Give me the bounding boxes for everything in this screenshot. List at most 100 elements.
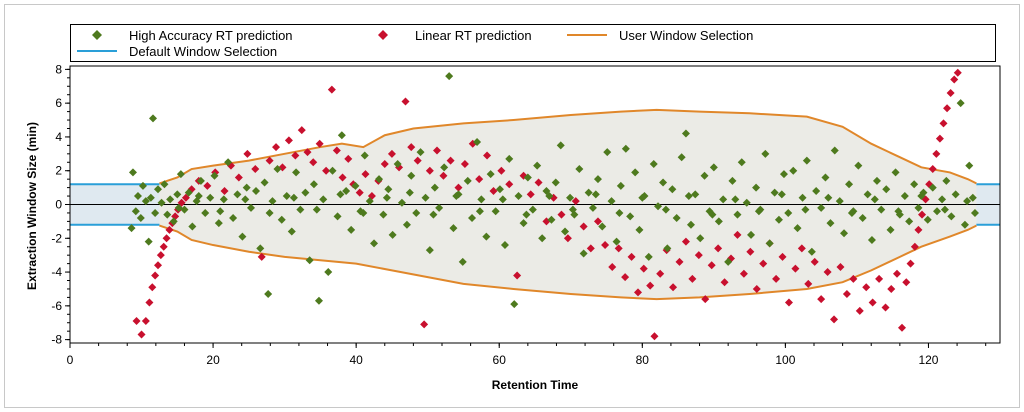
linear-rt-point [251, 165, 260, 174]
high-accuracy-rt-point [938, 195, 947, 204]
high-accuracy-rt-point [963, 197, 972, 206]
high-accuracy-rt-point [802, 156, 811, 165]
high-accuracy-rt-point [914, 203, 923, 212]
linear-rt-point [627, 252, 636, 261]
linear-rt-point [141, 317, 150, 326]
red-diamond-icon [363, 27, 403, 43]
high-accuracy-rt-point [714, 217, 723, 226]
high-accuracy-rt-point [519, 219, 528, 228]
high-accuracy-rt-point [579, 249, 588, 258]
linear-rt-point [946, 89, 955, 98]
high-accuracy-rt-point [616, 181, 625, 190]
linear-rt-point [639, 264, 648, 273]
high-accuracy-rt-point [575, 165, 584, 174]
high-accuracy-rt-point [176, 170, 185, 179]
high-accuracy-rt-point [872, 176, 881, 185]
x-tick-label: 40 [349, 353, 363, 367]
linear-rt-point [497, 166, 506, 175]
linear-rt-point [862, 283, 871, 292]
high-accuracy-rt-point [522, 210, 531, 219]
high-accuracy-rt-point [968, 193, 977, 202]
high-accuracy-rt-point [742, 198, 751, 207]
high-accuracy-rt-point [463, 176, 472, 185]
high-accuracy-rt-point [505, 154, 514, 163]
high-accuracy-rt-point [801, 205, 810, 214]
high-accuracy-rt-point [477, 195, 486, 204]
high-accuracy-rt-point [382, 193, 391, 202]
high-accuracy-rt-point [731, 195, 740, 204]
linear-rt-point [475, 175, 484, 184]
high-accuracy-rt-point [242, 183, 251, 192]
linear-rt-point [804, 279, 813, 288]
high-accuracy-rt-point [196, 176, 205, 185]
high-accuracy-rt-point [947, 212, 956, 221]
linear-rt-point [593, 217, 602, 226]
linear-rt-point [148, 283, 157, 292]
legend: High Accuracy RT prediction Linear RT pr… [70, 24, 996, 62]
legend-item-default-window[interactable]: Default Window Selection [77, 43, 277, 59]
orange-line-icon [567, 27, 607, 43]
high-accuracy-rt-point [312, 205, 321, 214]
linear-rt-point [650, 332, 659, 341]
high-accuracy-rt-point [238, 232, 247, 241]
high-accuracy-rt-point [265, 208, 274, 217]
legend-item-linear[interactable]: Linear RT prediction [363, 27, 532, 43]
legend-item-user-window[interactable]: User Window Selection [567, 27, 753, 43]
high-accuracy-rt-point [607, 197, 616, 206]
high-accuracy-rt-point [365, 197, 374, 206]
linear-rt-point [634, 288, 643, 297]
linear-rt-point [460, 159, 469, 168]
linear-rt-point [849, 274, 858, 283]
high-accuracy-rt-point [545, 192, 554, 201]
high-accuracy-rt-point [708, 210, 717, 219]
x-tick-label: 120 [918, 353, 938, 367]
linear-rt-point [733, 230, 742, 239]
linear-rt-point [483, 151, 492, 160]
high-accuracy-rt-point [724, 257, 733, 266]
high-accuracy-rt-point [793, 224, 802, 233]
linear-rt-point [361, 170, 370, 179]
legend-label-linear: Linear RT prediction [415, 27, 532, 43]
high-accuracy-rt-point [273, 165, 282, 174]
high-accuracy-rt-point [700, 171, 709, 180]
high-accuracy-rt-point [160, 180, 169, 189]
linear-rt-point [823, 268, 832, 277]
linear-rt-point [875, 274, 884, 283]
x-axis-title: Retention Time [492, 378, 579, 392]
linear-rt-point [906, 259, 915, 268]
linear-rt-point [284, 136, 293, 145]
high-accuracy-rt-point [180, 205, 189, 214]
high-accuracy-rt-point [416, 148, 425, 157]
high-accuracy-rt-point [747, 230, 756, 239]
high-accuracy-rt-point [668, 185, 677, 194]
high-accuracy-rt-point [458, 257, 467, 266]
high-accuracy-rt-point [151, 208, 160, 217]
high-accuracy-rt-point [188, 222, 197, 231]
high-accuracy-rt-point [663, 244, 672, 253]
window-bands [70, 108, 1000, 301]
high-accuracy-rt-point [942, 176, 951, 185]
high-accuracy-rt-point [956, 99, 965, 108]
high-accuracy-rt-point [970, 208, 979, 217]
linear-rt-point [720, 278, 729, 287]
high-accuracy-rt-point [282, 192, 291, 201]
high-accuracy-rt-point [654, 202, 663, 211]
y-tick-label: -6 [51, 299, 62, 313]
high-accuracy-rt-point [905, 217, 914, 226]
high-accuracy-rt-point [940, 205, 949, 214]
legend-item-high-accuracy[interactable]: High Accuracy RT prediction [77, 27, 293, 43]
linear-rt-point [153, 261, 162, 270]
high-accuracy-rt-point [960, 220, 969, 229]
high-accuracy-rt-point [659, 178, 668, 187]
high-accuracy-rt-point [407, 171, 416, 180]
high-accuracy-rt-point [491, 207, 500, 216]
linear-rt-point [407, 143, 416, 152]
linear-rt-point [902, 278, 911, 287]
high-accuracy-rt-point [241, 195, 250, 204]
high-accuracy-rt-point [324, 268, 333, 277]
linear-rt-point [380, 159, 389, 168]
high-accuracy-rt-point [923, 215, 932, 224]
high-accuracy-rt-point [194, 192, 203, 201]
high-accuracy-rt-point [429, 210, 438, 219]
high-accuracy-rt-point [882, 185, 891, 194]
